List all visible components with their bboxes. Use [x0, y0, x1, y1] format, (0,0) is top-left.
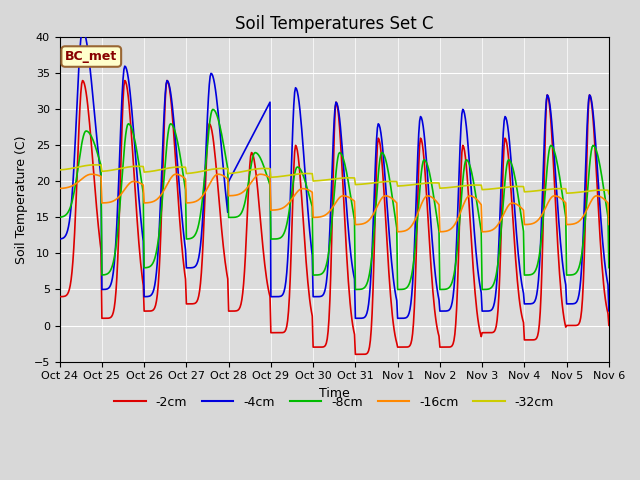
Y-axis label: Soil Temperature (C): Soil Temperature (C) [15, 135, 28, 264]
Text: BC_met: BC_met [65, 50, 117, 63]
X-axis label: Time: Time [319, 387, 349, 400]
Title: Soil Temperatures Set C: Soil Temperatures Set C [235, 15, 433, 33]
Legend: -2cm, -4cm, -8cm, -16cm, -32cm: -2cm, -4cm, -8cm, -16cm, -32cm [109, 391, 559, 414]
